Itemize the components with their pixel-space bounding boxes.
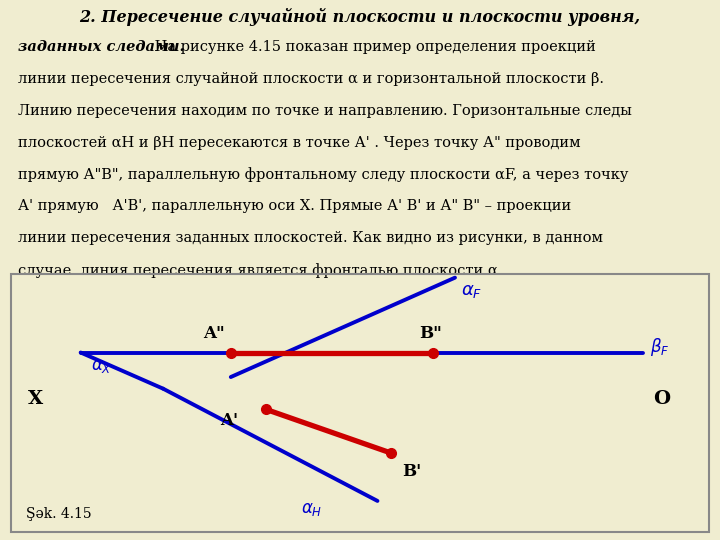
Text: $\alpha_F$: $\alpha_F$	[462, 281, 482, 300]
Text: B': B'	[402, 463, 421, 481]
Text: линии пересечения заданных плоскостей. Как видно из рисунки, в данном: линии пересечения заданных плоскостей. К…	[18, 231, 603, 245]
Text: $\beta_F$: $\beta_F$	[650, 336, 670, 359]
Text: плоскостей αН и βН пересекаются в точке А' . Через точку А" проводим: плоскостей αН и βН пересекаются в точке …	[18, 136, 580, 150]
Text: A': A'	[220, 412, 238, 429]
Text: случае  линия пересечения является фронталью плоскости α.: случае линия пересечения является фронта…	[18, 263, 503, 278]
Text: $\alpha_X$: $\alpha_X$	[91, 358, 112, 375]
Text: A": A"	[203, 325, 225, 342]
Text: 2. Пересечение случайной плоскости и плоскости уровня,: 2. Пересечение случайной плоскости и пло…	[79, 8, 641, 26]
Text: B": B"	[419, 325, 442, 342]
Text: $\alpha_H$: $\alpha_H$	[301, 502, 322, 518]
Text: На рисунке 4.15 показан пример определения проекций: На рисунке 4.15 показан пример определен…	[150, 40, 595, 54]
Text: X: X	[28, 390, 43, 408]
Text: линии пересечения случайной плоскости α и горизонтальной плоскости β.: линии пересечения случайной плоскости α …	[18, 72, 604, 86]
Text: прямую А"В", параллельную фронтальному следу плоскости αF, а через точку: прямую А"В", параллельную фронтальному с…	[18, 167, 629, 183]
Text: Линию пересечения находим по точке и направлению. Горизонтальные следы: Линию пересечения находим по точке и нап…	[18, 104, 632, 118]
Text: А' прямую   А'В', параллельную оси Х. Прямые А' В' и А" В" – проекции: А' прямую А'В', параллельную оси Х. Прям…	[18, 199, 571, 213]
Text: Şək. 4.15: Şək. 4.15	[26, 507, 91, 521]
Text: заданных следами.: заданных следами.	[18, 40, 184, 54]
Text: O: O	[653, 390, 670, 408]
